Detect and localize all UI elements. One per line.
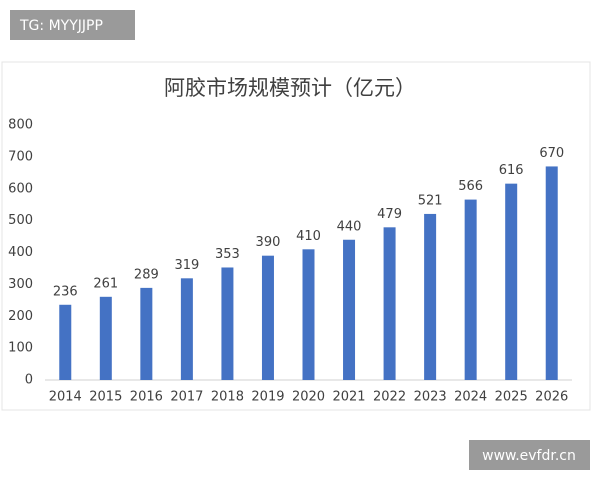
bar bbox=[59, 304, 72, 380]
bar bbox=[464, 199, 477, 380]
bar bbox=[343, 239, 356, 380]
watermark-box bbox=[469, 440, 590, 470]
bar bbox=[424, 213, 437, 380]
watermark: TG: MYYJJPP bbox=[19, 18, 103, 34]
data-label: 440 bbox=[337, 219, 362, 234]
x-tick-label: 2021 bbox=[332, 390, 365, 405]
data-label: 479 bbox=[377, 207, 402, 222]
bar bbox=[505, 183, 518, 380]
x-tick-label: 2014 bbox=[49, 390, 82, 405]
y-tick-label: 400 bbox=[8, 245, 33, 260]
x-tick-label: 2016 bbox=[130, 390, 163, 405]
bar bbox=[261, 255, 274, 380]
x-tick-label: 2023 bbox=[414, 390, 447, 405]
x-tick-label: 2018 bbox=[211, 390, 244, 405]
data-label: 410 bbox=[296, 229, 321, 244]
data-label: 261 bbox=[93, 276, 118, 291]
y-tick-label: 100 bbox=[8, 341, 33, 356]
data-label: 670 bbox=[539, 146, 564, 161]
watermark-box bbox=[10, 10, 135, 40]
bar bbox=[180, 278, 193, 380]
x-tick-label: 2026 bbox=[535, 390, 568, 405]
y-tick-label: 500 bbox=[8, 213, 33, 228]
y-tick-label: 800 bbox=[8, 118, 33, 133]
y-tick-label: 600 bbox=[8, 181, 33, 196]
x-tick-label: 2020 bbox=[292, 390, 325, 405]
x-tick-label: 2022 bbox=[373, 390, 406, 405]
data-label: 521 bbox=[418, 193, 443, 208]
bar bbox=[302, 249, 315, 380]
x-tick-label: 2025 bbox=[495, 390, 528, 405]
y-tick-label: 200 bbox=[8, 309, 33, 324]
x-tick-label: 2019 bbox=[251, 390, 284, 405]
data-label: 616 bbox=[499, 163, 524, 178]
data-label: 289 bbox=[134, 267, 159, 282]
data-label: 353 bbox=[215, 247, 240, 262]
bar bbox=[383, 227, 396, 380]
bar bbox=[99, 296, 112, 380]
data-label: 319 bbox=[174, 258, 199, 273]
x-tick-label: 2015 bbox=[89, 390, 122, 405]
y-tick-label: 300 bbox=[8, 277, 33, 292]
watermark: www.evfdr.cn bbox=[482, 448, 576, 464]
data-label: 390 bbox=[256, 235, 281, 250]
chart-title: 阿胶市场规模预计（亿元） bbox=[164, 76, 416, 100]
data-label: 236 bbox=[53, 284, 78, 299]
x-tick-label: 2024 bbox=[454, 390, 487, 405]
y-tick-label: 0 bbox=[25, 373, 33, 388]
x-tick-label: 2017 bbox=[170, 390, 203, 405]
y-tick-label: 700 bbox=[8, 149, 33, 164]
bar bbox=[221, 267, 234, 380]
data-label: 566 bbox=[458, 179, 483, 194]
bar bbox=[545, 166, 558, 380]
bar bbox=[140, 287, 153, 380]
